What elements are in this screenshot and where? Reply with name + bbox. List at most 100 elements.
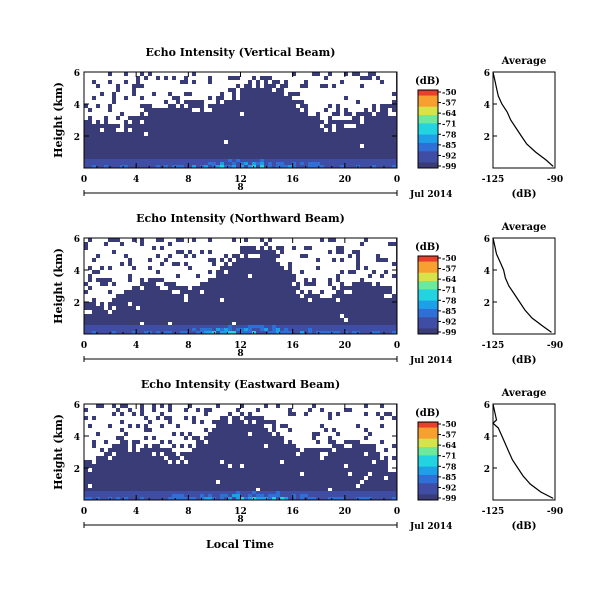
no-data-cell — [392, 424, 396, 428]
no-data-cell — [92, 242, 96, 246]
colorbar-segment — [418, 278, 438, 282]
no-data-cell — [112, 266, 116, 270]
colorbar-tick-label: -50 — [442, 253, 457, 263]
no-data-cell — [360, 250, 364, 254]
no-data-cell — [120, 92, 124, 96]
echo-cell — [260, 331, 264, 334]
no-data-cell — [100, 238, 104, 242]
no-data-cell — [316, 416, 320, 420]
no-data-cell — [116, 72, 120, 76]
echo-cell — [320, 325, 324, 328]
no-data-cell — [300, 436, 304, 440]
no-data-cell — [212, 270, 216, 274]
no-data-cell — [352, 420, 356, 424]
profile-x-label: (dB) — [512, 521, 537, 532]
no-data-cell — [84, 100, 88, 104]
no-data-cell — [348, 88, 352, 92]
no-data-cell — [308, 100, 312, 104]
echo-cell — [352, 165, 356, 168]
no-data-cell — [172, 250, 176, 254]
echo-cell — [220, 491, 224, 494]
no-data-cell — [328, 404, 332, 408]
no-data-cell — [360, 92, 364, 96]
no-data-cell — [248, 242, 252, 246]
colorbar-segment — [418, 154, 438, 158]
profile-x-tick-label: -90 — [547, 175, 563, 185]
no-data-cell — [124, 278, 128, 282]
no-data-cell — [152, 440, 156, 444]
no-data-cell — [152, 258, 156, 262]
no-data-cell — [356, 76, 360, 80]
no-data-cell — [240, 254, 244, 258]
no-data-cell — [324, 116, 328, 120]
no-data-cell — [152, 432, 156, 436]
no-data-cell — [324, 436, 328, 440]
no-data-cell — [340, 408, 344, 412]
no-data-cell — [84, 72, 88, 76]
no-data-cell — [300, 286, 304, 290]
no-data-cell — [160, 432, 164, 436]
no-data-cell — [108, 112, 112, 116]
no-data-cell — [304, 444, 308, 448]
echo-cell — [352, 325, 356, 328]
echo-cell — [320, 165, 324, 168]
echo-cell — [112, 165, 116, 168]
echo-cell — [140, 325, 144, 328]
no-data-cell — [356, 428, 360, 432]
no-data-cell — [384, 238, 388, 242]
no-data-cell — [132, 254, 136, 258]
no-data-cell — [384, 452, 388, 456]
no-data-cell — [356, 238, 360, 242]
echo-cell — [372, 497, 376, 500]
no-data-cell — [172, 88, 176, 92]
no-data-cell — [160, 282, 164, 286]
no-data-cell — [140, 92, 144, 96]
no-data-cell — [328, 246, 332, 250]
echo-cell — [296, 162, 300, 165]
no-data-cell — [228, 420, 232, 424]
no-data-cell — [360, 96, 364, 100]
echo-cell — [376, 494, 380, 497]
no-data-cell — [112, 120, 116, 124]
no-data-cell — [340, 238, 344, 242]
no-data-cell — [116, 258, 120, 262]
no-data-cell — [300, 444, 304, 448]
colorbar-segment — [418, 148, 438, 152]
no-data-cell — [332, 420, 336, 424]
no-data-cell — [100, 298, 104, 302]
no-data-cell — [328, 488, 332, 492]
no-data-cell — [244, 72, 248, 76]
no-data-cell — [180, 88, 184, 92]
no-data-cell — [188, 72, 192, 76]
no-data-cell — [212, 84, 216, 88]
no-data-cell — [176, 420, 180, 424]
echo-cell — [340, 165, 344, 168]
no-data-cell — [320, 266, 324, 270]
no-data-cell — [200, 72, 204, 76]
no-data-cell — [168, 266, 172, 270]
colorbar-segment — [418, 322, 438, 327]
no-data-cell — [96, 266, 100, 270]
colorbar-segment — [418, 145, 438, 149]
no-data-cell — [348, 428, 352, 432]
echo-cell — [376, 325, 380, 328]
no-data-cell — [148, 254, 152, 258]
no-data-cell — [84, 84, 88, 88]
no-data-cell — [384, 424, 388, 428]
echo-cell — [196, 331, 200, 334]
no-data-cell — [200, 76, 204, 80]
no-data-cell — [380, 408, 384, 412]
no-data-cell — [280, 460, 284, 464]
no-data-cell — [96, 92, 100, 96]
no-data-cell — [84, 108, 88, 112]
no-data-cell — [192, 84, 196, 88]
echo-cell — [104, 331, 108, 334]
no-data-cell — [136, 258, 140, 262]
colorbar-segment — [418, 281, 438, 285]
colorbar-segment — [418, 463, 438, 468]
no-data-cell — [316, 270, 320, 274]
no-data-cell — [92, 456, 96, 460]
no-data-cell — [384, 408, 388, 412]
no-data-cell — [84, 444, 88, 448]
no-data-cell — [208, 246, 212, 250]
